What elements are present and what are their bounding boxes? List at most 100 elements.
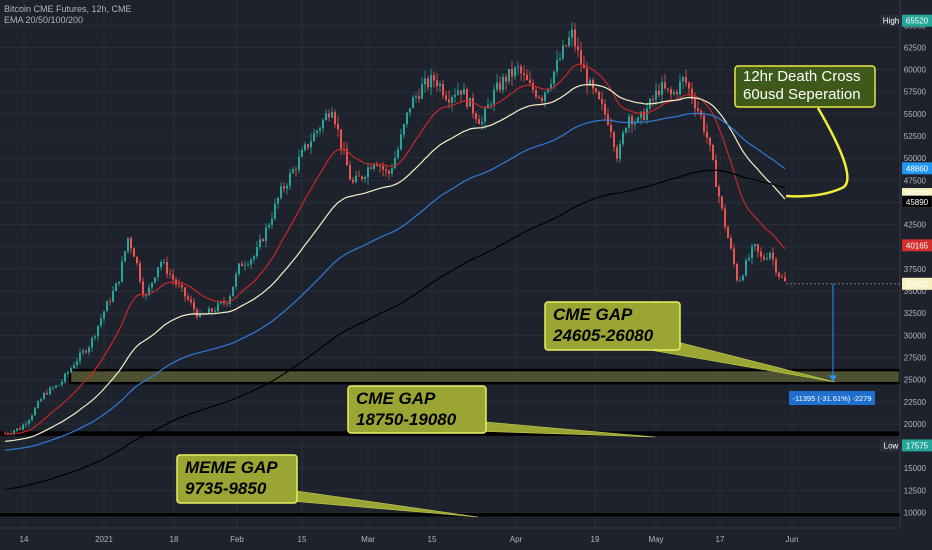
candle-body [550,83,552,89]
candle-body [454,94,456,97]
x-tick-label: May [648,535,663,544]
candle-body [286,185,288,189]
candle-body [685,77,687,83]
candle-body [625,127,627,133]
candle-body [616,147,618,159]
candle-body [751,246,753,259]
candle-body [133,248,135,257]
candle-body [259,239,261,248]
candle-body [610,124,612,133]
candle-body [472,97,474,114]
candle-body [265,227,267,242]
candle-body [637,117,639,123]
y-axis-bg [900,0,932,550]
candle-body [409,108,411,113]
price-tag-value: 40165 [906,241,929,250]
candle-body [691,88,693,100]
candle-body [538,96,540,98]
candle-body [481,121,483,124]
price-tag: Low 17575 [880,439,932,452]
candle-body [469,97,471,107]
candle-body [631,116,633,125]
annotations: CME GAP 24605-26080 CME GAP 18750-19080 MEME… [176,65,876,518]
cme-gap-upper-label-text: CME GAP [553,305,633,324]
candle-body [94,336,96,338]
y-tick-label: 25000 [904,376,927,385]
candle-body [22,424,24,430]
candle-body [733,248,735,265]
candle-body [730,238,732,249]
candle-body [364,177,366,180]
candle-body [721,196,723,209]
candle-body [547,88,549,93]
candle-body [31,415,33,421]
y-tick-label: 30000 [904,331,927,340]
candle-body [568,37,570,46]
candle-body [37,401,39,408]
candle-body [28,420,30,424]
candle-body [706,131,708,138]
x-tick-label: 19 [591,535,600,544]
ema-line-100 [4,112,786,451]
candle-body [10,433,12,434]
candle-body [373,164,375,169]
candle-body [136,256,138,264]
price-tag-label-bg [880,14,902,27]
cme-gap-upper-label: CME GAP 24605-26080 [544,301,681,351]
candle-body [559,58,561,60]
candle-body [178,284,180,286]
y-tick-label: 60000 [904,66,927,75]
price-tag: High 65520 [880,14,932,27]
candle-body [412,97,414,109]
candle-body [169,274,171,275]
candle-body [388,171,390,174]
candle-body [163,262,165,263]
candle-body [493,89,495,105]
candle-body [766,258,768,260]
candle-body [382,166,384,170]
candle-body [400,134,402,150]
candle-body [442,83,444,96]
candle-body [301,149,303,157]
candle-body [763,256,765,260]
candle-body [436,80,438,87]
candle-body [244,265,246,267]
candle-body [208,308,210,314]
candle-body [307,144,309,148]
candle-body [652,99,654,100]
meme-gap-label: MEME GAP 9735-9850 [176,454,298,504]
x-tick-label: Mar [361,535,375,544]
measure-readout: -11395 (-31.61%) -2279 [792,394,871,403]
candle-body [772,252,774,260]
y-tick-label: 55000 [904,110,927,119]
candle-body [589,80,591,86]
price-tag-box [902,14,932,27]
candle-body [67,372,69,374]
price-tag-label: High [883,17,899,26]
candle-body [361,176,363,180]
candle-body [16,428,18,431]
x-tick-label: 18 [170,535,179,544]
cme-gap-lower-label-box [347,385,487,434]
y-tick-label: 50000 [904,154,927,163]
candle-body [427,78,429,88]
x-tick-label: 14 [20,535,29,544]
candle-body [556,59,558,72]
price-tag: 40165 [902,239,932,252]
candle-body [562,45,564,59]
candle-body [487,104,489,109]
candle-body [91,337,93,348]
candle-body [268,224,270,228]
candle-body [754,244,756,247]
x-axis: 14 2021 18 Feb 15 Mar 15 Apr 19 May 17 Jun [0,527,900,544]
ema-line-200 [4,169,786,491]
candle-body [523,73,525,75]
candle-body [646,108,648,120]
candle-body [226,303,228,305]
candle-body [664,82,666,89]
candle-body [580,50,582,65]
candle-body [718,186,720,197]
x-tick-label: 15 [298,535,307,544]
candle-body [418,96,420,99]
